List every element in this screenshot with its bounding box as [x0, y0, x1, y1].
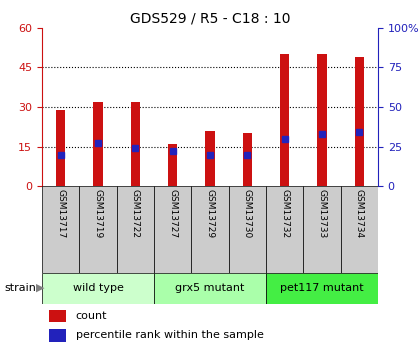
- Bar: [56, 110, 66, 186]
- Text: percentile rank within the sample: percentile rank within the sample: [76, 331, 263, 341]
- Bar: [93, 102, 102, 186]
- Bar: [154, 186, 192, 273]
- Text: wild type: wild type: [73, 283, 123, 293]
- Text: grx5 mutant: grx5 mutant: [175, 283, 245, 293]
- Bar: [266, 186, 303, 273]
- Bar: [318, 54, 327, 186]
- Text: GSM13733: GSM13733: [318, 189, 326, 238]
- Text: GSM13722: GSM13722: [131, 189, 140, 238]
- Bar: [49, 310, 66, 322]
- Bar: [42, 186, 79, 273]
- Bar: [42, 273, 154, 304]
- Bar: [341, 186, 378, 273]
- Bar: [154, 273, 266, 304]
- Text: GSM13719: GSM13719: [94, 189, 102, 238]
- Title: GDS529 / R5 - C18 : 10: GDS529 / R5 - C18 : 10: [130, 11, 290, 25]
- Bar: [303, 186, 341, 273]
- Bar: [228, 186, 266, 273]
- Text: GSM13729: GSM13729: [205, 189, 215, 238]
- Text: pet117 mutant: pet117 mutant: [280, 283, 364, 293]
- Bar: [192, 186, 228, 273]
- Bar: [205, 131, 215, 186]
- Bar: [117, 186, 154, 273]
- Text: GSM13717: GSM13717: [56, 189, 65, 238]
- Text: GSM13727: GSM13727: [168, 189, 177, 238]
- Text: count: count: [76, 311, 107, 321]
- Text: GSM13732: GSM13732: [280, 189, 289, 238]
- Bar: [266, 273, 378, 304]
- Bar: [131, 102, 140, 186]
- Text: strain: strain: [4, 283, 36, 293]
- Text: ▶: ▶: [36, 283, 44, 293]
- Bar: [280, 54, 289, 186]
- Bar: [79, 186, 117, 273]
- Text: GSM13734: GSM13734: [355, 189, 364, 238]
- Bar: [243, 134, 252, 186]
- Bar: [354, 57, 364, 186]
- Bar: [168, 144, 177, 186]
- Bar: [49, 329, 66, 342]
- Text: GSM13730: GSM13730: [243, 189, 252, 238]
